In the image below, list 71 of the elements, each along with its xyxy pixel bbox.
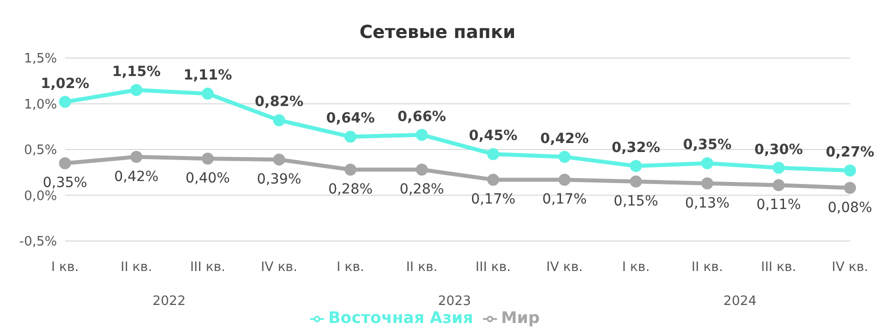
data-label: 0,27% xyxy=(826,144,874,161)
data-label: 0,64% xyxy=(326,110,375,127)
point xyxy=(202,152,214,165)
x-tick-label: I кв. xyxy=(336,260,364,275)
data-label: 0,08% xyxy=(828,200,872,216)
x-tick-label: III кв. xyxy=(190,260,226,275)
point xyxy=(487,148,500,160)
data-label: 0,13% xyxy=(685,195,730,212)
data-label: 0,11% xyxy=(756,197,801,214)
y-tick-label: 0,5% xyxy=(24,143,57,158)
point xyxy=(558,150,571,163)
text: 2023 xyxy=(438,294,472,309)
x-tick-label: I кв. xyxy=(51,260,79,275)
point xyxy=(273,114,286,126)
data-label: 0,28% xyxy=(328,182,373,198)
x-tick-label: II кв. xyxy=(120,260,152,275)
data-label: 0,32% xyxy=(612,140,660,156)
data-label: 0,17% xyxy=(470,192,516,208)
y-tick-label: -0,5% xyxy=(19,234,57,250)
x-tick-label: I кв. xyxy=(622,260,650,275)
point xyxy=(630,176,642,188)
x-tick-label: III кв. xyxy=(760,260,796,275)
data-label: 0,28% xyxy=(400,182,444,198)
data-label: 0,45% xyxy=(468,128,518,144)
x-tick-label: II кв. xyxy=(406,260,438,275)
data-label: 0,40% xyxy=(185,170,230,187)
text: 2022 xyxy=(152,294,186,309)
point xyxy=(59,96,71,108)
data-label: 0,15% xyxy=(614,194,658,210)
y-tick-label: 1,5% xyxy=(24,52,57,67)
point xyxy=(59,157,71,170)
data-label: 0,17% xyxy=(542,192,587,208)
x-tick-label: IV кв. xyxy=(546,260,583,275)
data-label: 0,42% xyxy=(540,130,589,147)
point xyxy=(630,160,642,172)
chart-title: Сетевые папки xyxy=(358,22,517,43)
point xyxy=(844,182,856,194)
data-label: 1,11% xyxy=(183,68,232,84)
data-label: 0,42% xyxy=(114,168,159,185)
y-tick-label: 0,0% xyxy=(24,188,57,204)
data-label: 0,35% xyxy=(42,175,88,192)
x-tick-label: IV кв. xyxy=(832,260,868,275)
point xyxy=(772,162,785,174)
data-label: 0,39% xyxy=(256,172,302,188)
point xyxy=(202,88,214,100)
point xyxy=(701,157,714,170)
data-label: 0,66% xyxy=(398,108,446,125)
point xyxy=(558,174,571,186)
point xyxy=(344,130,356,143)
point xyxy=(416,128,428,141)
text: 2024 xyxy=(723,294,757,309)
legend-label: Мир xyxy=(501,308,540,327)
x-tick-label: II кв. xyxy=(692,260,723,275)
data-label: 0,82% xyxy=(254,94,304,110)
x-tick-label: III кв. xyxy=(476,260,511,275)
point xyxy=(416,164,428,176)
point xyxy=(701,177,714,190)
point xyxy=(130,84,142,96)
point xyxy=(273,154,286,166)
point xyxy=(844,164,856,177)
legend-label: Восточная Азия xyxy=(328,308,474,327)
data-label: 1,15% xyxy=(112,64,161,80)
point xyxy=(487,174,500,186)
y-tick-label: 1,0% xyxy=(24,97,57,112)
data-label: 0,30% xyxy=(754,142,803,158)
point xyxy=(130,150,142,163)
x-tick-label: IV кв. xyxy=(260,260,298,275)
point xyxy=(344,164,356,176)
data-label: 1,02% xyxy=(40,76,90,92)
data-label: 0,35% xyxy=(682,137,732,154)
point xyxy=(772,179,785,192)
